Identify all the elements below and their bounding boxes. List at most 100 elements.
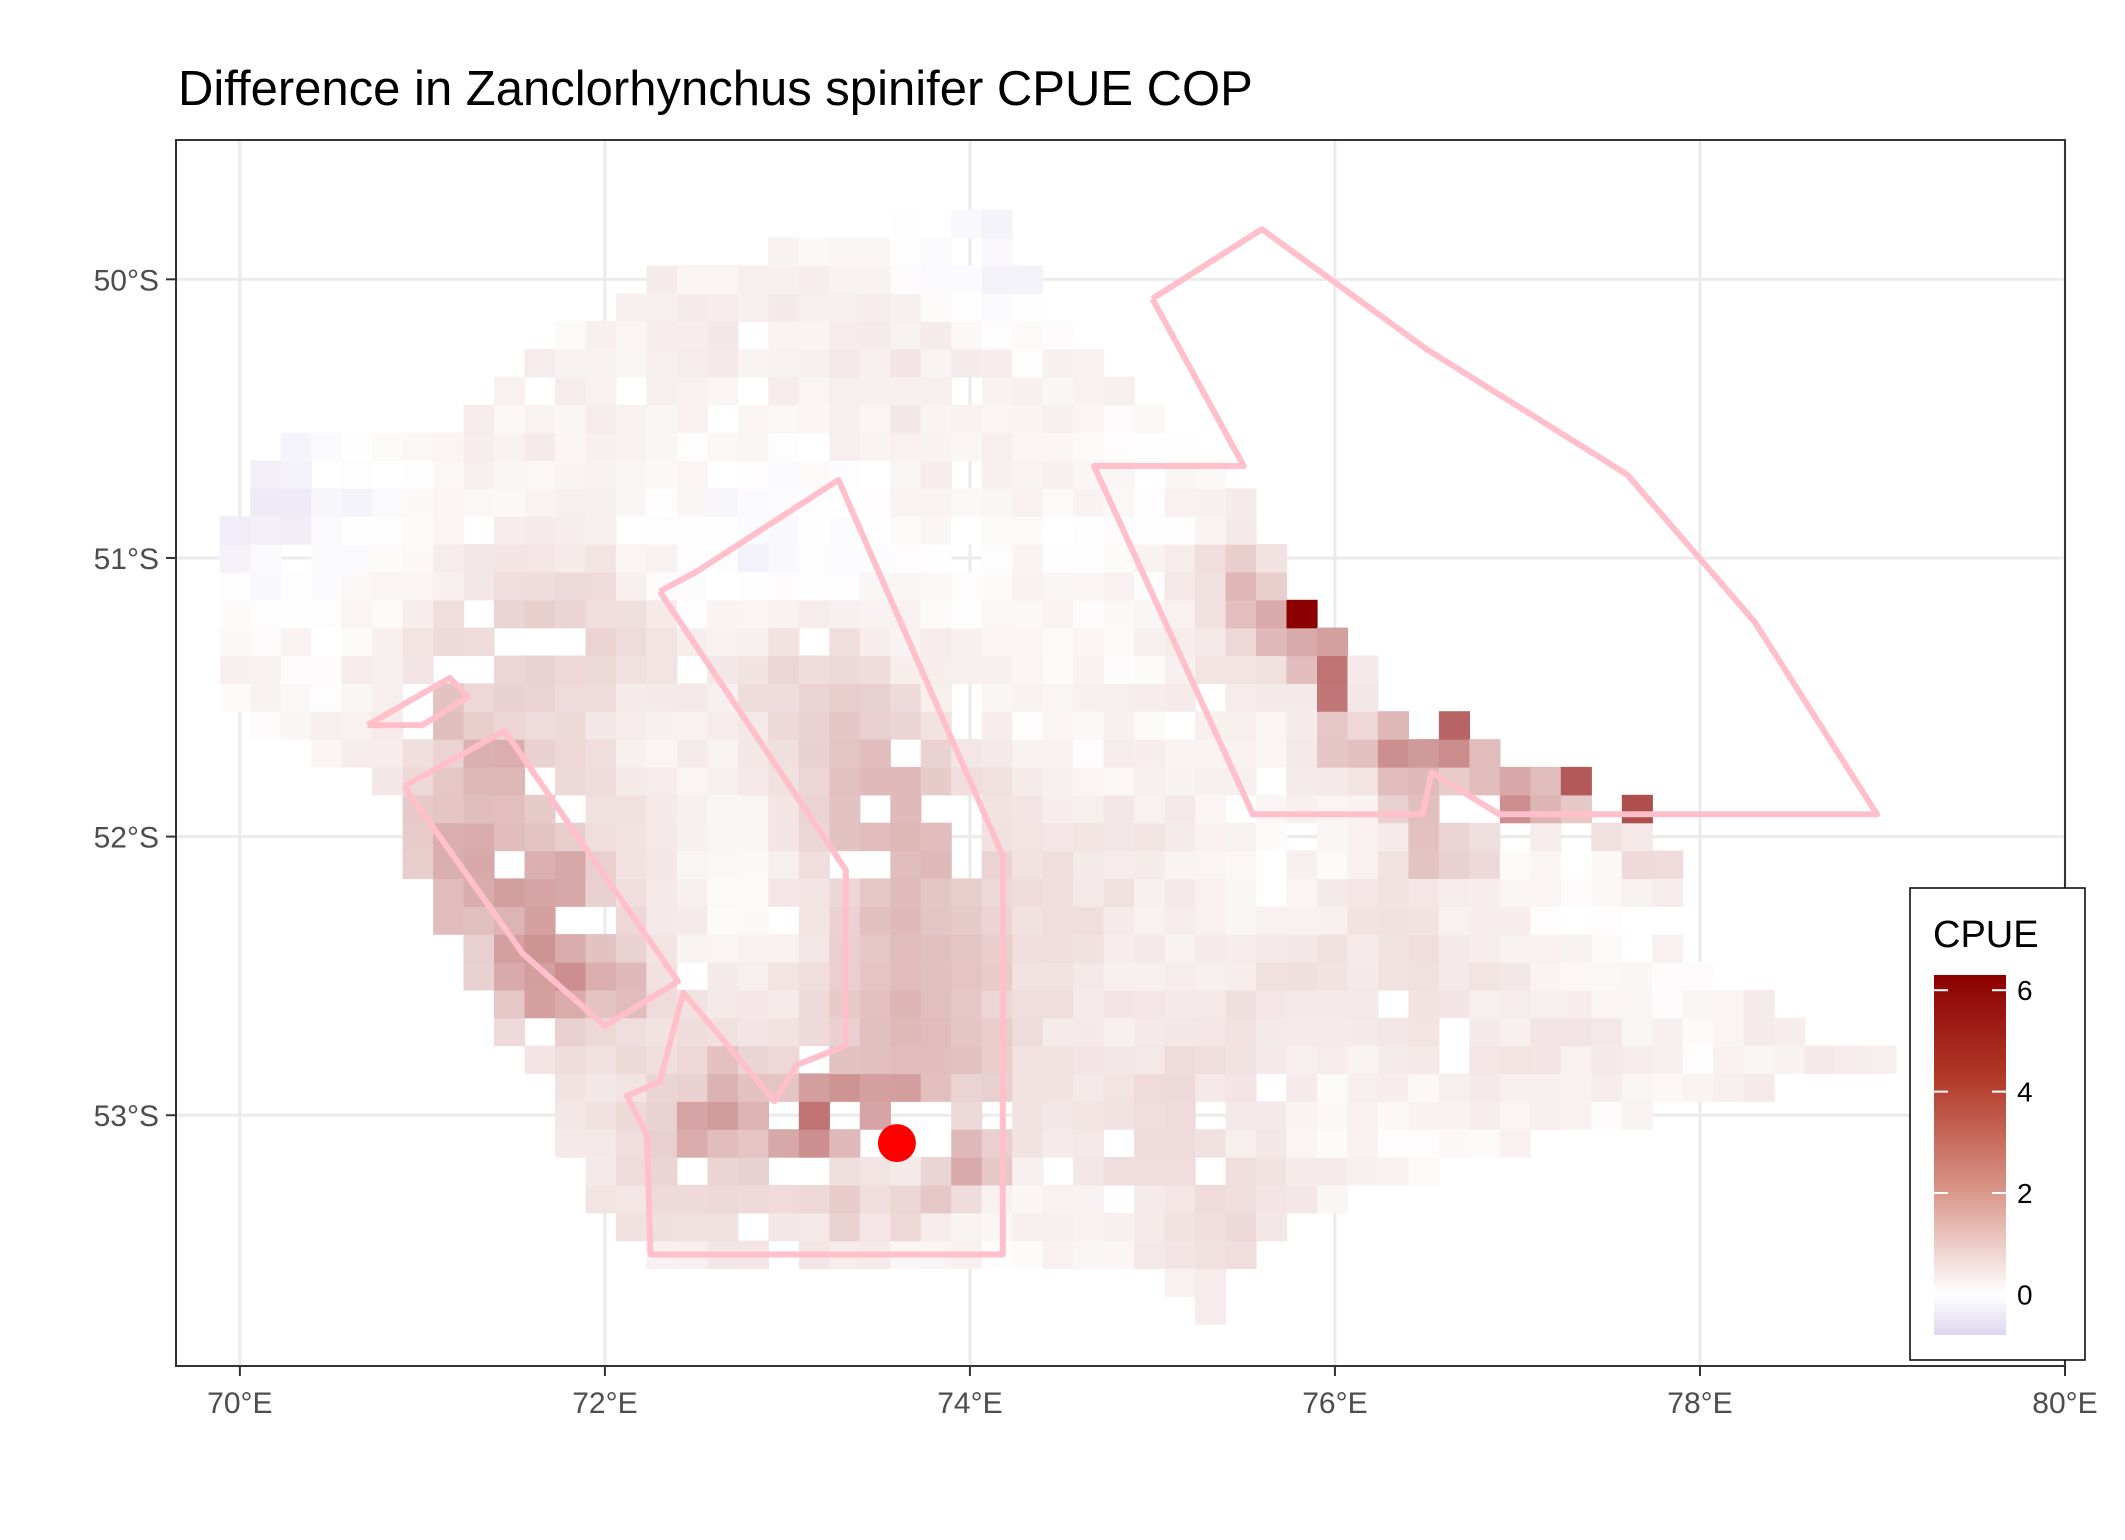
cpue-cell — [1317, 655, 1349, 684]
y-tick-label: 53°S — [94, 1100, 159, 1133]
cpue-cell — [1134, 1017, 1166, 1047]
cpue-cell — [737, 1101, 769, 1130]
cpue-cell — [981, 934, 1013, 963]
cpue-cell — [555, 432, 587, 462]
cpue-cell — [1134, 1157, 1166, 1186]
cpue-cell — [1134, 1212, 1166, 1242]
cpue-cell — [1317, 878, 1349, 907]
cpue-cell — [1256, 599, 1288, 629]
cpue-cell — [585, 683, 617, 712]
cpue-cell — [1073, 1240, 1105, 1270]
cpue-cell — [951, 321, 983, 350]
cpue-cell — [1438, 934, 1470, 963]
cpue-cell — [859, 293, 891, 322]
cpue-cell — [1469, 906, 1501, 935]
cpue-cell — [859, 822, 891, 852]
cpue-cell — [768, 683, 800, 712]
cpue-cell — [1591, 989, 1623, 1019]
cpue-cell — [615, 1017, 647, 1047]
cpue-cell — [1560, 989, 1592, 1019]
cpue-cell — [768, 432, 800, 462]
cpue-cell — [920, 989, 952, 1019]
cpue-cell — [1499, 1129, 1531, 1158]
cpue-cell — [1042, 544, 1074, 573]
cpue-cell — [1195, 655, 1227, 684]
cpue-cell — [1103, 962, 1135, 991]
cpue-cell — [1652, 1073, 1684, 1102]
cpue-cell — [555, 488, 587, 517]
cpue-cell — [463, 934, 495, 963]
cpue-cell — [829, 321, 861, 350]
cpue-cell — [372, 488, 404, 517]
cpue-cell — [1438, 906, 1470, 935]
cpue-cell — [981, 627, 1013, 657]
cpue-cell — [890, 544, 922, 573]
cpue-cell — [1103, 1240, 1135, 1270]
cpue-cell — [1012, 460, 1044, 489]
cpue-cell — [585, 655, 617, 684]
cpue-cell — [859, 599, 891, 629]
cpue-cell — [1225, 571, 1257, 601]
cpue-cell — [250, 655, 282, 684]
cpue-cell — [1225, 1129, 1257, 1158]
cpue-cell — [433, 794, 465, 824]
cpue-cell — [524, 404, 556, 434]
cpue-cell — [1530, 1073, 1562, 1102]
cpue-cell — [1499, 1045, 1531, 1075]
cpue-cell — [250, 571, 282, 601]
area-outline-east-sector — [1091, 226, 1880, 818]
cpue-cell — [859, 460, 891, 489]
x-tick-label: 72°E — [572, 1387, 637, 1420]
cpue-cell — [615, 822, 647, 852]
cpue-cell — [951, 488, 983, 517]
cpue-cell — [341, 683, 373, 712]
cpue-cell — [1408, 989, 1440, 1019]
cpue-cell — [1225, 599, 1257, 629]
cpue-cell — [920, 404, 952, 434]
cpue-cell — [1225, 850, 1257, 879]
cpue-cell — [646, 293, 678, 322]
cpue-cell — [920, 739, 952, 768]
cpue-cell — [890, 516, 922, 545]
cpue-cell — [859, 349, 891, 378]
cpue-cell — [1377, 850, 1409, 879]
cpue-cell — [1073, 683, 1105, 712]
cpue-cell — [1012, 599, 1044, 629]
cpue-cell — [981, 571, 1013, 601]
cpue-cell — [859, 376, 891, 406]
cpue-cell — [1042, 321, 1074, 350]
cpue-cell — [1103, 1101, 1135, 1130]
cpue-cell — [768, 711, 800, 740]
cpue-cell — [798, 376, 830, 406]
cpue-cell — [1042, 794, 1074, 824]
cpue-cell — [1377, 878, 1409, 907]
cpue-cell — [1408, 850, 1440, 879]
cpue-cell — [1377, 906, 1409, 935]
cpue-cell — [981, 1073, 1013, 1102]
cpue-cell — [798, 321, 830, 350]
cpue-cell — [1438, 962, 1470, 991]
cpue-cell — [1347, 850, 1379, 879]
cpue-cell — [920, 432, 952, 462]
cpue-cell — [1286, 906, 1318, 935]
cpue-cell — [1164, 516, 1196, 545]
cpue-cell — [798, 989, 830, 1019]
cpue-cell — [890, 1017, 922, 1047]
cpue-cell — [981, 1045, 1013, 1075]
cpue-cell — [707, 1184, 739, 1214]
cpue-cell — [494, 488, 526, 517]
cpue-cell — [1073, 850, 1105, 879]
cpue-cell — [1530, 1101, 1562, 1130]
cpue-cell — [1317, 1073, 1349, 1102]
cpue-cell — [1286, 934, 1318, 963]
cpue-cell — [737, 432, 769, 462]
cpue-cell — [859, 237, 891, 266]
cpue-cell — [1377, 822, 1409, 852]
cpue-cell — [890, 321, 922, 350]
cpue-cell — [555, 711, 587, 740]
cpue-cell — [463, 711, 495, 740]
y-tick-label: 50°S — [94, 264, 159, 297]
cpue-cell — [951, 1129, 983, 1158]
y-tick-label: 51°S — [94, 543, 159, 576]
cpue-cell — [1256, 711, 1288, 740]
